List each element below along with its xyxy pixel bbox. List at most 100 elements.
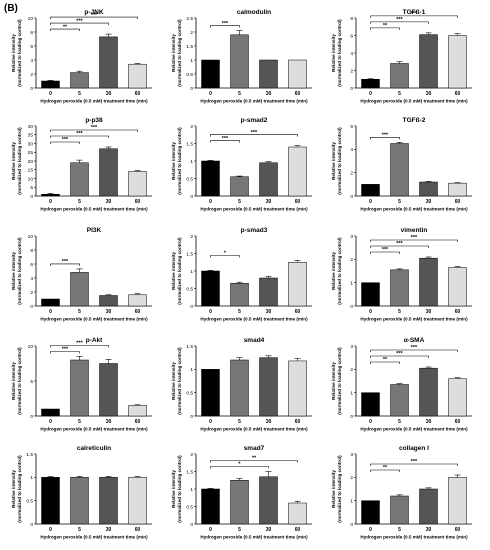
bar <box>361 79 380 89</box>
significance-bracket <box>50 345 109 348</box>
y-tick-label: 5 <box>30 185 33 191</box>
y-tick-label: 3 <box>350 234 353 240</box>
y-tick-label: 20 <box>28 159 34 165</box>
y-axis-label-line2: (normalized to loading control) <box>337 455 342 523</box>
significance-bracket <box>370 137 400 140</box>
y-axis-label-line2: (normalized to loading control) <box>177 347 182 415</box>
y-axis-label-line1: Relative intensity <box>171 362 176 400</box>
x-tick-label: 30 <box>266 199 272 205</box>
significance-bracket <box>370 469 400 472</box>
y-axis-label-line1: Relative intensity <box>11 362 16 400</box>
y-tick-label: 10 <box>28 344 34 350</box>
chart-panel: smad4 0 0.5 1 1.5 Relative intensity (normaliz… <box>171 337 312 432</box>
y-tick-label: 8 <box>30 30 33 36</box>
bar <box>390 63 409 89</box>
chart-title: α-SMA <box>404 337 425 344</box>
y-tick-label: 4 <box>30 58 33 64</box>
chart-panel: p-smad3 0 0.5 1 1.5 2 Relative intensity (norma… <box>171 227 312 322</box>
bar <box>41 477 60 525</box>
significance-bracket <box>210 255 240 258</box>
bar <box>230 34 249 89</box>
bar <box>99 363 118 417</box>
y-tick-label: 2 <box>30 72 33 78</box>
x-tick-label: 30 <box>426 419 432 425</box>
chart-title: TGFß-1 <box>403 9 426 16</box>
y-axis-label-line1: Relative intensity <box>171 34 176 72</box>
y-axis-label: Relative intensity (normalized to loading… <box>331 347 342 415</box>
y-tick-label: 0.5 <box>186 504 193 510</box>
bar <box>70 272 89 307</box>
chart-title: vimentin <box>401 227 428 234</box>
significance-bracket <box>370 15 458 18</box>
chart-title: p-Akt <box>86 337 103 344</box>
significance-bracket <box>210 140 240 143</box>
x-axis-label: Hydrogen peroxide (0.5 mM) treatment tim… <box>360 207 468 212</box>
y-axis-label: Relative intensity (normalized to loading… <box>11 347 22 415</box>
bar <box>448 182 467 197</box>
x-axis-label: Hydrogen peroxide (0.5 mM) treatment tim… <box>360 99 468 104</box>
y-axis-label-line2: (normalized to loading control) <box>177 19 182 87</box>
y-tick-label: 6 <box>30 262 33 268</box>
significance-label: *** <box>76 131 83 137</box>
significance-bracket <box>50 141 80 144</box>
chart-panel: p-Akt 0 5 10 Relative intensity (normalized t… <box>11 337 152 432</box>
x-tick-label: 5 <box>398 91 401 97</box>
y-axis-label: Relative intensity (normalized to loading… <box>171 127 182 195</box>
y-axis-label-line1: Relative intensity <box>331 362 336 400</box>
y-axis-label-line2: (normalized to loading control) <box>177 455 182 523</box>
x-tick-label: 30 <box>266 527 272 533</box>
chart-panel: p-p38 0 5 10 15 20 25 30 35 40 Relative intensity(… <box>11 117 152 212</box>
significance-label: * <box>238 462 241 468</box>
y-tick-label: 0 <box>350 194 353 200</box>
y-tick-label: 1.5 <box>186 251 193 257</box>
bar <box>230 359 249 417</box>
significance-bracket <box>370 251 400 254</box>
chart-panel: PI3K 0 2 4 6 8 10 Relative intensity (normalized… <box>11 227 152 322</box>
bar <box>201 369 220 417</box>
bar <box>259 277 278 307</box>
significance-bracket <box>370 349 458 352</box>
y-axis-label-line1: Relative intensity <box>331 252 336 290</box>
x-tick-label: 5 <box>238 527 241 533</box>
x-axis-label: Hydrogen peroxide (0.5 mM) treatment tim… <box>200 317 308 322</box>
y-axis-label-line2: (normalized to loading control) <box>17 237 22 305</box>
bar <box>419 181 438 197</box>
y-axis-label: Relative intensity (normalized to loading… <box>171 455 182 523</box>
x-tick-label: 0 <box>49 91 52 97</box>
significance-bracket <box>50 135 109 138</box>
x-tick-label: 60 <box>135 91 141 97</box>
bar <box>128 171 147 197</box>
x-tick-label: 30 <box>106 527 112 533</box>
x-tick-label: 5 <box>238 91 241 97</box>
bar <box>419 367 438 417</box>
bar <box>419 34 438 89</box>
y-tick-label: 0 <box>30 194 33 200</box>
bar <box>259 59 278 89</box>
x-tick-label: 30 <box>266 91 272 97</box>
y-tick-label: 1 <box>190 159 193 165</box>
y-tick-label: 3 <box>350 344 353 350</box>
chart-panel: α-SMA 0 1 2 3 Relative intensity (normalized t… <box>331 337 472 432</box>
y-axis-label-line1: Relative intensity <box>171 142 176 180</box>
chart-title: p-p38 <box>85 117 103 124</box>
y-tick-label: 1 <box>190 269 193 275</box>
y-tick-label: 1.5 <box>186 344 193 350</box>
x-tick-label: 60 <box>135 199 141 205</box>
x-axis-label: Hydrogen peroxide (0.5 mM) treatment tim… <box>40 427 148 432</box>
y-tick-label: 35 <box>28 133 34 139</box>
x-tick-label: 30 <box>426 309 432 315</box>
x-tick-label: 60 <box>295 309 301 315</box>
bar <box>41 408 60 417</box>
x-tick-label: 5 <box>398 309 401 315</box>
chart-panel: calmodulin 0 0.5 1 1.5 2 2.5 Relative intensity… <box>171 9 312 104</box>
y-axis-label-line2: (normalized to loading control) <box>177 237 182 305</box>
y-axis-label-line1: Relative intensity <box>331 142 336 180</box>
x-tick-label: 60 <box>295 419 301 425</box>
bar <box>390 384 409 417</box>
bar <box>361 392 380 417</box>
bar <box>419 257 438 307</box>
x-tick-label: 0 <box>209 419 212 425</box>
significance-label: *** <box>76 18 83 24</box>
y-tick-label: 2 <box>350 68 353 74</box>
y-tick-label: 2 <box>190 124 193 130</box>
